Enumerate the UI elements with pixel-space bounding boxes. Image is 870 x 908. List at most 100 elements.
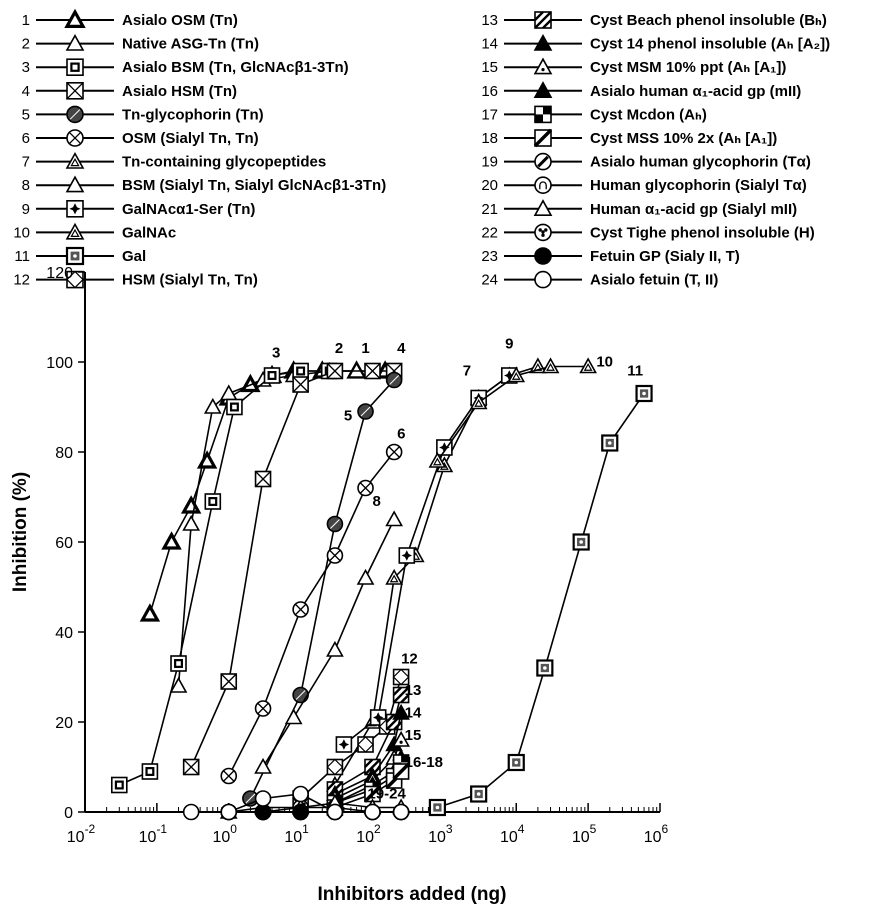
curve-label: 8: [373, 493, 381, 510]
x-axis-title: Inhibitors added (ng): [318, 884, 507, 905]
curve-label: 5: [344, 408, 352, 425]
legend-item-2: 2 Native ASG-Tn (Tn): [22, 33, 259, 53]
data-point: [469, 393, 488, 410]
legend-label: Asialo OSM (Tn): [122, 12, 238, 29]
legend-number: 12: [13, 272, 30, 289]
data-point: [292, 362, 309, 380]
legend-item-17: 17 Cyst Mcdon (Aₕ): [481, 105, 707, 123]
legend-item-1: 1 Asialo OSM (Tn): [22, 8, 238, 29]
legend-label: Asialo BSM (Tn, GlcNAcβ1-3Tn): [122, 59, 349, 76]
data-point: [536, 659, 554, 677]
data-point: [364, 803, 381, 821]
data-point: [541, 357, 560, 374]
data-point: [335, 736, 353, 753]
y-tick-label: 80: [55, 445, 73, 462]
series-line: [334, 694, 402, 791]
series-24: [182, 785, 410, 821]
data-point: [169, 676, 188, 693]
legend-number: 2: [22, 36, 30, 53]
series-8: [254, 510, 403, 774]
legend-item-13: 13 Cyst Beach phenol insoluble (Bₕ): [481, 11, 827, 29]
legend-label: Tn-containing glycopeptides: [122, 154, 326, 171]
legend-item-11: 11 Gal: [14, 246, 146, 266]
legend-label: Human α₁-acid gp (Sialyl mII): [590, 201, 797, 218]
series-group: [110, 357, 653, 821]
legend-label: Asialo human α₁-acid gp (mII): [590, 83, 801, 100]
y-axis-title: Inhibition (%): [10, 472, 31, 592]
data-point: [398, 547, 416, 564]
data-point: [254, 757, 272, 774]
data-point: [182, 803, 200, 821]
data-point: [392, 762, 410, 781]
legend-item-10: 10 GalNAc: [13, 222, 176, 241]
legend-label: Asialo HSM (Tn): [122, 83, 237, 100]
legend-marker-icon: [534, 247, 552, 265]
legend-marker-icon: [64, 8, 86, 28]
legend-number: 3: [22, 59, 30, 76]
legend-item-9: 9 GalNAcα1-Ser (Tn): [22, 200, 255, 218]
legend-number: 8: [22, 177, 30, 194]
series-11: [428, 384, 653, 817]
series-1: [139, 360, 396, 622]
data-point: [363, 785, 382, 803]
y-tick-label: 0: [64, 805, 73, 822]
curve-label: 4: [397, 340, 406, 357]
legend-item-22: 22 Cyst Tighe phenol insoluble (H): [481, 223, 815, 241]
data-point: [284, 708, 303, 725]
series-3: [110, 362, 338, 794]
legend-marker-icon: [66, 129, 84, 147]
legend-label: GalNAc: [122, 224, 176, 241]
data-point: [254, 700, 272, 717]
legend-marker-icon: [534, 176, 552, 194]
data-point: [182, 758, 200, 776]
legend-number: 22: [481, 224, 498, 241]
curve-label: 9: [505, 336, 513, 353]
legend-label: Asialo human glycophorin (Tα): [590, 154, 811, 171]
legend-marker-icon: [66, 82, 84, 100]
curve-label: 16-18: [405, 754, 443, 771]
legend-number: 14: [481, 36, 498, 53]
legend-label: Cyst 14 phenol insoluble (Aₕ [A₂]): [590, 36, 830, 53]
curve-label: 7: [463, 363, 471, 380]
x-tick-label: 102: [356, 822, 381, 846]
series-line: [190, 370, 395, 768]
legend-number: 11: [14, 248, 30, 265]
legend-label: Native ASG-Tn (Tn): [122, 36, 259, 53]
legend-number: 15: [481, 59, 498, 76]
series-23: [254, 803, 309, 821]
data-point: [141, 763, 159, 780]
curve-label: 15: [405, 727, 422, 744]
legend-item-14: 14 Cyst 14 phenol insoluble (Aₕ [A₂]): [481, 33, 830, 53]
legend-number: 23: [481, 248, 498, 265]
legend-label: Asialo fetuin (T, II): [590, 272, 718, 289]
data-point: [357, 403, 374, 420]
legend-item-8: 8 BSM (Sialyl Tn, Sialyl GlcNAcβ1-3Tn): [22, 175, 386, 194]
x-tick-label: 101: [284, 822, 309, 846]
legend-label: BSM (Sialyl Tn, Sialyl GlcNAcβ1-3Tn): [122, 177, 386, 194]
legend-number: 16: [481, 83, 498, 100]
data-point: [385, 568, 403, 585]
x-tick-label: 106: [644, 822, 669, 846]
legend-item-3: 3 Asialo BSM (Tn, GlcNAcβ1-3Tn): [22, 58, 349, 77]
data-point: [601, 434, 619, 452]
legend-marker-icon: [65, 151, 85, 169]
x-tick-label: 10-1: [139, 822, 168, 846]
data-point: [385, 510, 403, 527]
data-point: [263, 367, 281, 384]
curve-label: 11: [627, 363, 643, 380]
series-9: [335, 367, 518, 753]
legend-marker-icon: [533, 33, 553, 51]
legend-marker-icon: [65, 175, 85, 193]
curve-label: 10: [596, 354, 613, 371]
legend-marker-icon: [66, 58, 84, 77]
legend-item-20: 20 Human glycophorin (Sialyl Tα): [481, 176, 807, 194]
data-point: [572, 533, 590, 551]
data-point: [182, 514, 201, 531]
data-point: [428, 798, 447, 817]
legend-item-21: 21 Human α₁-acid gp (Sialyl mII): [481, 199, 797, 218]
curve-label: 3: [272, 345, 280, 362]
legend-number: 9: [22, 201, 30, 218]
